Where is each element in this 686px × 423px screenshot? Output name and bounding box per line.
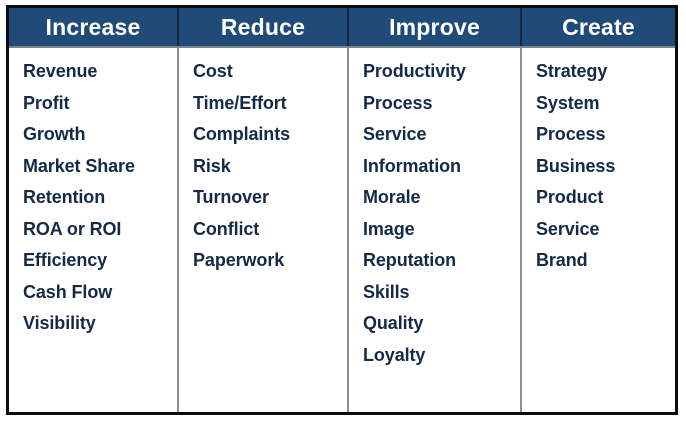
list-item: Conflict — [193, 218, 260, 239]
column-cell-reduce: Cost Time/Effort Complaints Risk Turnove… — [178, 47, 349, 412]
list-item: Skills — [363, 281, 410, 302]
list-item: System — [536, 92, 600, 113]
list-item: Paperwork — [193, 250, 285, 270]
list-item: Reputation — [363, 250, 456, 270]
header-row: Increase Reduce Improve Create — [9, 8, 675, 48]
list-item: ROA or ROI — [23, 218, 122, 239]
list-item: Retention — [23, 187, 106, 207]
list-item: Service — [536, 218, 600, 239]
list-item: Complaints — [193, 124, 291, 144]
list-item: Efficiency — [23, 250, 108, 270]
column-header-increase: Increase — [9, 8, 179, 48]
list-item: Process — [536, 124, 606, 144]
column-header-reduce: Reduce — [178, 8, 349, 48]
table-header: Increase Reduce Improve Create — [9, 8, 675, 48]
list-item: Risk — [193, 155, 231, 176]
table-row: Revenue Profit Growth Market Share Reten… — [9, 47, 675, 412]
list-item: Brand — [536, 250, 588, 270]
list-item: Process — [363, 92, 433, 113]
item-list-reduce: Cost Time/Effort Complaints Risk Turnove… — [179, 56, 347, 277]
column-header-create: Create — [521, 8, 675, 48]
list-item: Quality — [363, 313, 424, 333]
list-item: Market Share — [23, 155, 135, 176]
list-item: Morale — [363, 187, 421, 207]
list-item: Service — [363, 124, 427, 144]
list-item: Image — [363, 218, 415, 239]
item-list-create: Strategy System Process Business Product… — [522, 56, 675, 277]
item-list-improve: Productivity Process Service Information… — [349, 56, 520, 371]
list-item: Growth — [23, 124, 86, 144]
table-body: Revenue Profit Growth Market Share Reten… — [9, 47, 675, 412]
list-item: Strategy — [536, 61, 608, 81]
value-matrix-table: Increase Reduce Improve Create Revenue P… — [9, 8, 675, 412]
list-item: Revenue — [23, 61, 98, 81]
list-item: Time/Effort — [193, 92, 287, 113]
list-item: Product — [536, 187, 604, 207]
column-header-improve: Improve — [348, 8, 522, 48]
list-item: Business — [536, 155, 616, 176]
column-cell-create: Strategy System Process Business Product… — [521, 47, 675, 412]
list-item: Turnover — [193, 187, 269, 207]
list-item: Loyalty — [363, 344, 426, 365]
list-item: Cash Flow — [23, 281, 113, 302]
list-item: Productivity — [363, 61, 466, 81]
list-item: Profit — [23, 92, 70, 113]
list-item: Information — [363, 155, 461, 176]
value-matrix-table-frame: Increase Reduce Improve Create Revenue P… — [6, 5, 678, 415]
column-cell-increase: Revenue Profit Growth Market Share Reten… — [9, 47, 179, 412]
list-item: Cost — [193, 61, 233, 81]
column-cell-improve: Productivity Process Service Information… — [348, 47, 522, 412]
item-list-increase: Revenue Profit Growth Market Share Reten… — [9, 56, 177, 340]
list-item: Visibility — [23, 313, 96, 333]
